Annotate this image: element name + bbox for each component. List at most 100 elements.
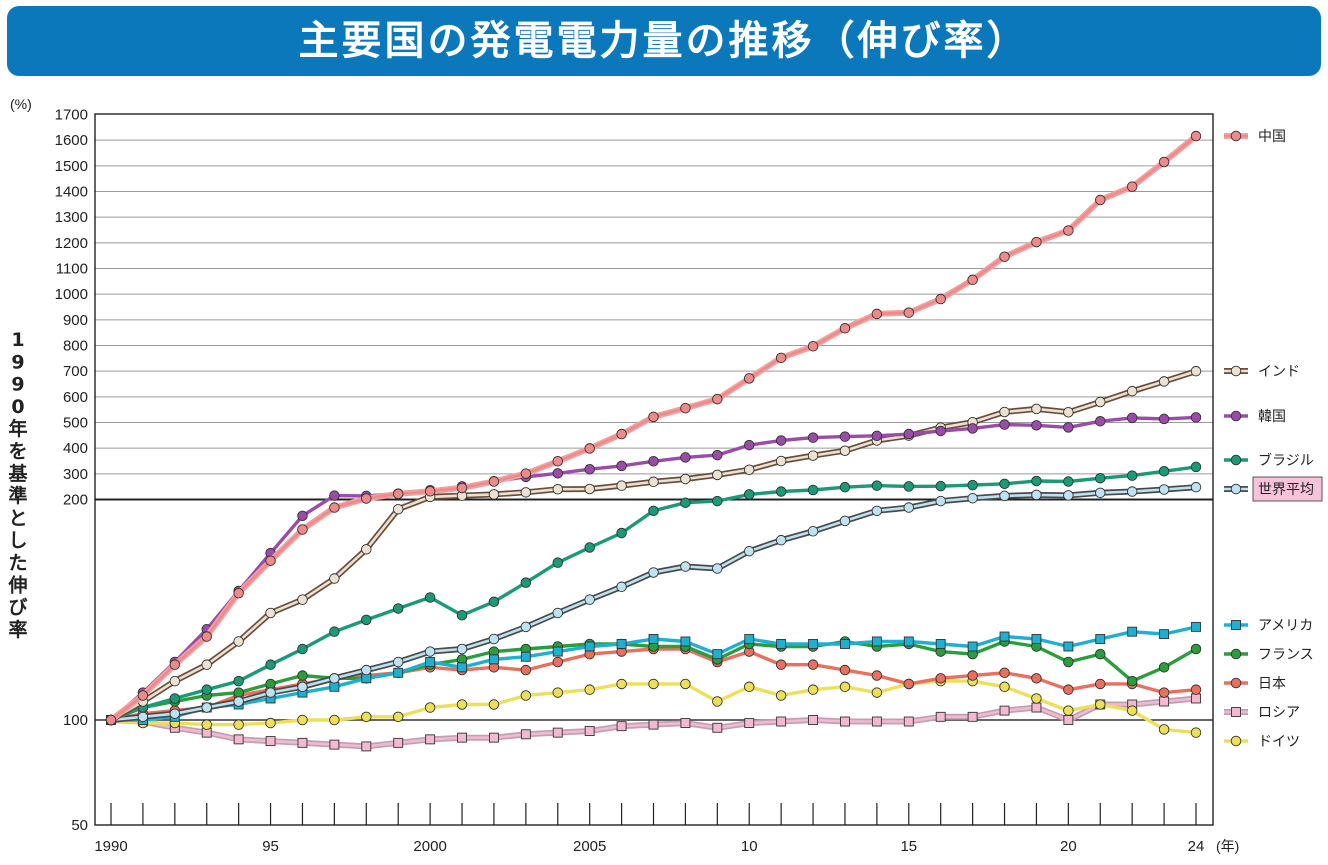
data-point bbox=[935, 495, 946, 507]
axes bbox=[94, 113, 1214, 826]
data-point bbox=[1031, 693, 1042, 704]
data-point bbox=[457, 732, 467, 743]
data-point bbox=[712, 469, 723, 481]
title-banner: 主要国の発電電力量の推移（伸び率） bbox=[7, 6, 1321, 76]
data-point bbox=[201, 684, 212, 695]
data-point bbox=[680, 452, 691, 463]
y-tick-label: 1200 bbox=[55, 235, 88, 252]
data-point bbox=[552, 456, 564, 467]
data-point bbox=[743, 464, 755, 475]
data-point bbox=[648, 678, 659, 690]
data-point bbox=[648, 456, 659, 467]
data-point bbox=[520, 468, 532, 479]
data-point bbox=[233, 687, 244, 698]
data-point bbox=[648, 505, 659, 517]
data-point bbox=[616, 721, 627, 732]
data-point bbox=[999, 490, 1010, 502]
data-point bbox=[807, 526, 819, 537]
data-point bbox=[456, 643, 468, 655]
legend-marker bbox=[1230, 735, 1242, 747]
data-point bbox=[265, 717, 276, 729]
data-point bbox=[488, 633, 500, 645]
data-point bbox=[903, 678, 915, 690]
data-point bbox=[1190, 727, 1202, 738]
data-point bbox=[712, 696, 723, 707]
data-point bbox=[552, 687, 564, 698]
data-point bbox=[1190, 643, 1202, 655]
data-point bbox=[680, 561, 691, 572]
data-point bbox=[329, 573, 340, 584]
y-tick-label: 300 bbox=[63, 466, 88, 483]
legend-item: 韓国 bbox=[1224, 409, 1286, 425]
data-point bbox=[105, 714, 117, 726]
data-point bbox=[457, 662, 467, 673]
data-point bbox=[520, 664, 532, 676]
data-point bbox=[1095, 396, 1106, 408]
y-axis-title: 1 9 9 0 年を基準とした伸び率 bbox=[7, 329, 28, 641]
data-point bbox=[137, 711, 149, 723]
data-point bbox=[967, 641, 978, 652]
y-tick-label: 1700 bbox=[55, 107, 88, 124]
data-point bbox=[999, 419, 1010, 430]
legend-label: 韓国 bbox=[1258, 409, 1286, 425]
data-point bbox=[807, 484, 819, 496]
data-point bbox=[520, 577, 532, 588]
data-point bbox=[265, 736, 276, 747]
y-tick-label: 1400 bbox=[55, 184, 88, 201]
data-point bbox=[775, 352, 787, 364]
data-point bbox=[680, 473, 691, 485]
x-tick-label: 95 bbox=[262, 838, 279, 855]
data-point bbox=[967, 670, 978, 681]
series-世界平均 bbox=[105, 481, 1202, 726]
data-point bbox=[999, 681, 1010, 693]
data-point bbox=[1190, 365, 1202, 377]
data-point bbox=[393, 667, 404, 678]
legend-item: ドイツ bbox=[1224, 734, 1300, 750]
data-point bbox=[1126, 486, 1138, 497]
data-point bbox=[712, 649, 723, 660]
data-point bbox=[1158, 156, 1170, 168]
data-point bbox=[1095, 699, 1106, 710]
data-point bbox=[233, 675, 244, 687]
legend-label: ロシア bbox=[1258, 705, 1300, 721]
x-tick-label: 2000 bbox=[413, 838, 446, 855]
data-point bbox=[520, 729, 531, 740]
data-point bbox=[712, 563, 723, 574]
data-point bbox=[297, 594, 308, 605]
data-point bbox=[808, 639, 819, 649]
data-point bbox=[584, 483, 595, 495]
series-ブラジル bbox=[105, 461, 1202, 726]
data-point bbox=[776, 639, 787, 649]
data-point bbox=[297, 510, 308, 522]
data-point bbox=[1095, 678, 1106, 690]
data-point bbox=[903, 428, 915, 440]
data-point bbox=[584, 542, 595, 553]
data-point bbox=[393, 737, 404, 748]
data-point bbox=[776, 716, 787, 727]
data-point bbox=[680, 718, 691, 729]
data-point bbox=[1190, 130, 1202, 142]
data-point bbox=[361, 614, 372, 626]
data-point bbox=[807, 432, 819, 443]
data-point bbox=[839, 445, 851, 456]
data-point bbox=[935, 425, 946, 437]
y-axis-title-char: を bbox=[8, 441, 27, 463]
x-tick-label: 10 bbox=[741, 838, 758, 855]
data-point bbox=[648, 411, 659, 423]
data-point bbox=[935, 293, 946, 305]
data-point bbox=[775, 534, 787, 546]
legend-label: 中国 bbox=[1258, 129, 1286, 145]
data-point bbox=[1031, 702, 1042, 713]
data-point bbox=[743, 373, 755, 384]
data-point bbox=[999, 478, 1010, 490]
x-unit-label: (年) bbox=[1216, 838, 1239, 854]
axis-labels: 1700160015001400130012001100100090080070… bbox=[7, 96, 1239, 855]
data-point bbox=[871, 670, 883, 681]
data-point bbox=[808, 715, 819, 725]
y-tick-label: 50 bbox=[71, 817, 88, 834]
data-point bbox=[999, 667, 1010, 679]
data-point bbox=[648, 719, 659, 730]
legend-label: 日本 bbox=[1258, 676, 1286, 692]
legend-marker bbox=[1230, 454, 1242, 466]
data-point bbox=[871, 308, 883, 320]
